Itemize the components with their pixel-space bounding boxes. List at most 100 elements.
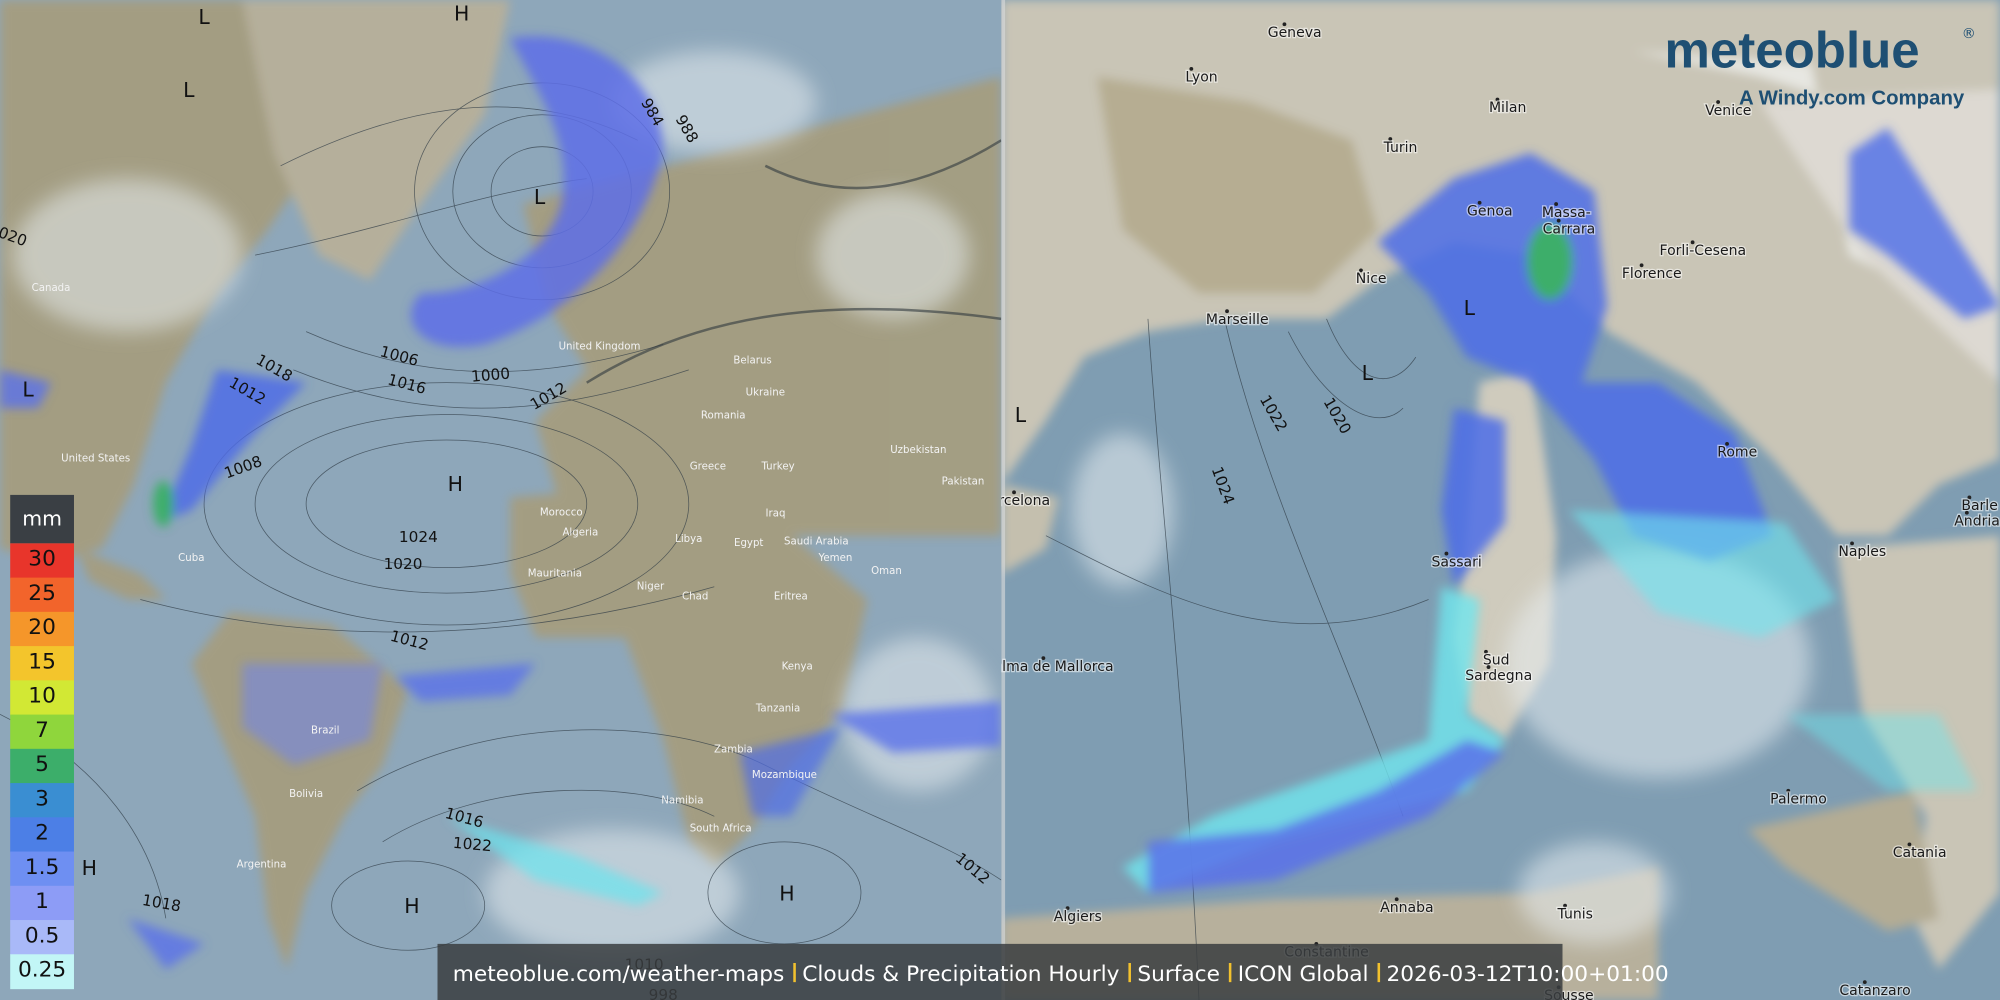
place-label: Rome <box>1717 445 1757 461</box>
place-label: Naples <box>1838 544 1886 560</box>
isobar-label: 1024 <box>399 528 438 546</box>
place-label: Egypt <box>734 538 763 549</box>
place-label: rcelona <box>998 493 1050 509</box>
legend-value: 2 <box>35 821 49 846</box>
place-label: Geneva <box>1268 25 1322 41</box>
place-label: Romania <box>701 410 746 421</box>
place-label: Annaba <box>1380 900 1433 916</box>
place-label: South Africa <box>690 824 752 835</box>
place-dot <box>1563 903 1567 908</box>
pressure-center: H <box>82 856 97 880</box>
place-label: Mauritania <box>528 569 582 580</box>
legend-value: 15 <box>28 649 56 674</box>
legend-swatch <box>10 611 74 647</box>
legend-swatch <box>10 954 74 990</box>
pressure-center: L <box>183 78 195 102</box>
place-label: Algeria <box>562 528 598 539</box>
pressure-center: L <box>1015 403 1027 427</box>
place-label: Zambia <box>714 745 753 756</box>
legend-swatch <box>10 680 74 716</box>
place-label: Niger <box>637 581 665 592</box>
isobar-label: 1020 <box>384 555 423 573</box>
place-label: Marseille <box>1206 312 1269 328</box>
place-label: Genoa <box>1467 204 1513 220</box>
logo-tagline: A Windy.com Company <box>1739 88 1965 110</box>
legend-swatch <box>10 714 74 750</box>
place-dot <box>1554 202 1559 206</box>
place-dot <box>1967 495 1972 500</box>
place-label: Brazil <box>311 725 339 736</box>
place-label: Cuba <box>178 553 204 564</box>
place-dot <box>1041 656 1046 661</box>
place-dot <box>1012 490 1016 495</box>
place-label: Greece <box>690 461 726 472</box>
legend-swatch <box>10 920 74 955</box>
place-dot <box>1065 906 1070 911</box>
place-label: Florence <box>1622 266 1682 282</box>
place-label: Barle <box>1961 498 1997 514</box>
place-label: United Kingdom <box>559 341 641 352</box>
pressure-center: H <box>404 894 419 918</box>
place-label: Canada <box>32 283 71 294</box>
place-label: alma de Mallorca <box>994 659 1114 675</box>
pressure-center: H <box>454 1 469 25</box>
place-dot <box>1850 541 1854 546</box>
place-label: Algiers <box>1054 909 1102 925</box>
legend-value: 20 <box>28 615 56 640</box>
logo-brand: meteoblue <box>1665 22 1920 79</box>
place-label: Iraq <box>766 509 786 520</box>
place-label: Sassari <box>1431 554 1481 570</box>
place-dot <box>1716 100 1721 104</box>
place-label: Massa- <box>1542 205 1591 221</box>
pressure-center: L <box>22 378 34 402</box>
place-label: Ukraine <box>746 387 785 398</box>
global-map: United States Canada Cuba Morocco Algeria Lib… <box>0 0 1002 1000</box>
pressure-center: L <box>534 185 546 209</box>
legend-value: 3 <box>35 786 49 811</box>
place-label: Andria <box>1954 514 2000 530</box>
place-label: Bolivia <box>289 789 323 800</box>
pressure-center: L <box>1464 296 1476 320</box>
place-dot <box>1725 441 1729 446</box>
legend-value: 7 <box>35 718 49 743</box>
place-label: Carrara <box>1543 221 1596 237</box>
place-dot <box>1862 980 1867 985</box>
place-label: Eritrea <box>774 591 808 602</box>
place-dot <box>1907 842 1912 847</box>
legend-value: 1 <box>35 889 49 914</box>
place-dot <box>1786 788 1791 793</box>
place-dot <box>1282 22 1287 27</box>
place-label: Pakistan <box>942 477 985 488</box>
place-dot <box>1359 268 1363 273</box>
place-dot <box>1477 200 1482 205</box>
legend-swatch <box>10 646 74 681</box>
footer-text: 2026-03-12T10:00+01:00 <box>1386 962 1668 987</box>
place-dot <box>1486 665 1491 670</box>
place-dot <box>1484 649 1488 654</box>
legend-swatch <box>10 748 74 784</box>
logo: meteoblue ® A Windy.com Company <box>1665 22 1976 110</box>
legend-swatch <box>10 783 74 818</box>
footer-background <box>437 943 1563 1000</box>
place-dot <box>1388 137 1393 141</box>
place-dot <box>1394 897 1399 902</box>
place-label: Palermo <box>1770 792 1827 808</box>
footer-text: meteoblue.com/weather-maps <box>453 962 785 987</box>
place-dot <box>1690 240 1695 245</box>
place-label: Chad <box>682 591 708 602</box>
legend-swatch <box>10 885 74 921</box>
legend-value: 0.5 <box>25 923 59 948</box>
legend-value: 30 <box>28 547 56 572</box>
legend-value: 1.5 <box>25 855 59 880</box>
legend-unit: mm <box>22 507 62 531</box>
place-label: Turin <box>1383 140 1418 156</box>
footer-text: ICON Global <box>1238 962 1369 987</box>
footer-text: Surface <box>1137 962 1220 987</box>
logo-mark: ® <box>1962 26 1976 42</box>
place-dot <box>1225 309 1229 314</box>
place-dot <box>1444 551 1449 556</box>
legend-value: 25 <box>28 581 56 606</box>
place-label: Milan <box>1489 100 1526 116</box>
place-label: Lyon <box>1185 70 1217 86</box>
isobar-label: 1022 <box>452 834 492 855</box>
